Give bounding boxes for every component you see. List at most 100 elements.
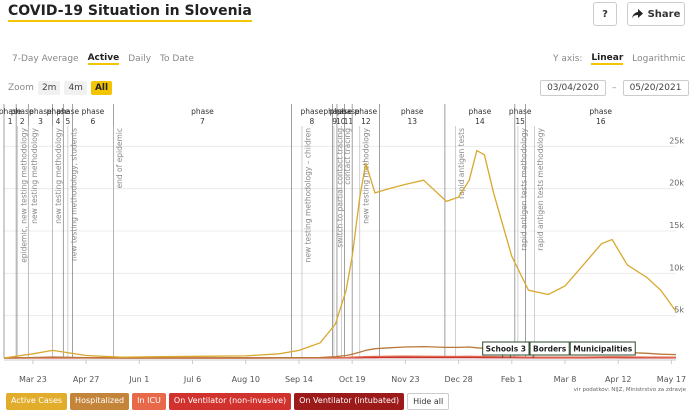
phase-number: 5	[65, 117, 70, 126]
legend: Active Cases Hospitalized In ICU On Ventila…	[6, 393, 450, 410]
date-from[interactable]: 03/04/2020	[540, 80, 606, 96]
phase-number: 9	[332, 117, 337, 126]
y-tick-label: 20k	[669, 179, 684, 188]
date-to[interactable]: 05/20/2021	[622, 80, 689, 96]
phase-number: 12	[361, 117, 371, 126]
x-tick-label: Apr 27	[73, 375, 100, 384]
event-label: rapid antigen tests	[457, 128, 466, 199]
tabs: 7-Day Average Active Daily To Date	[12, 53, 194, 65]
event-label: rapid antigen tests methodology	[536, 127, 545, 250]
phase-label: phase	[301, 107, 324, 116]
phase-label: phase	[0, 107, 22, 116]
phase-number: 11	[344, 117, 354, 126]
y-axis-toggle: Y axis: Linear Logarithmic	[553, 53, 686, 65]
y-tick-label: 25k	[669, 136, 684, 145]
tab[interactable]: To Date	[160, 54, 194, 64]
x-tick-label: May 17	[657, 375, 686, 384]
phase-number: 4	[56, 117, 61, 126]
phase-number: 8	[309, 117, 314, 126]
x-tick-label: Dec 28	[444, 375, 472, 384]
phase-number: 14	[475, 117, 485, 126]
phase-label: phase	[47, 107, 70, 116]
legend-button[interactable]: In ICU	[132, 393, 166, 410]
phase-label: phase	[401, 107, 424, 116]
legend-button[interactable]: Hospitalized	[70, 393, 130, 410]
annotation-box	[529, 341, 570, 356]
y-tick-label: 10k	[669, 263, 684, 272]
zoom-button[interactable]: 2m	[37, 81, 61, 95]
phase-number: 10	[336, 117, 346, 126]
x-tick-label: Sep 14	[285, 375, 313, 384]
phase-number: 6	[91, 117, 96, 126]
event-label: new testing methodology	[361, 127, 370, 223]
y-tick-label: 5k	[674, 306, 684, 315]
x-tick-label: Nov 23	[391, 375, 419, 384]
help-button[interactable]: ?	[593, 2, 617, 26]
phase-label: phase	[469, 107, 492, 116]
annotation: Municipalities	[532, 341, 636, 358]
phase-label: phase	[82, 107, 105, 116]
legend-button[interactable]: On Ventilator (intubated)	[294, 393, 405, 410]
x-tick-label: Aug 10	[232, 375, 260, 384]
y-scale-option[interactable]: Linear	[591, 53, 624, 65]
annotation: Borders	[509, 341, 570, 358]
x-tick-label: Jul 6	[183, 375, 201, 384]
phase-number: 7	[200, 117, 205, 126]
chart: 5k10k15k20k25kphase1phase2phase3phase4ph…	[0, 104, 687, 392]
phase-label: phase	[57, 107, 80, 116]
legend-button[interactable]: Active Cases	[6, 393, 68, 410]
annotation-label: Borders	[533, 345, 567, 354]
phase-label: phase	[509, 107, 532, 116]
event-label: end of epidemic	[115, 128, 124, 188]
source: vir podatkov: NIJZ, Ministrstvo za zdrav…	[574, 387, 687, 392]
x-tick-label: Feb 1	[501, 375, 523, 384]
event-label: epidemic, new testing methodology	[19, 127, 28, 262]
hide-all-button[interactable]: Hide all	[407, 393, 450, 410]
phase-number: 2	[20, 117, 25, 126]
zoom-label: Zoom	[8, 83, 34, 93]
phase-number: 1	[8, 117, 13, 126]
phase-label: phase	[11, 107, 34, 116]
zoom: Zoom 2m 4m All	[8, 81, 113, 95]
x-tick-label: Apr 12	[605, 375, 632, 384]
annotation-box	[482, 341, 530, 356]
x-tick-label: Mar 8	[554, 375, 577, 384]
y-tick-label: 15k	[669, 221, 684, 230]
phase-number: 15	[515, 117, 525, 126]
phase-label: phase	[337, 107, 360, 116]
phase-number: 16	[596, 117, 606, 126]
share-icon	[631, 9, 643, 19]
event-label: switch to partial contact tracing	[336, 128, 345, 248]
phase-label: phase	[191, 107, 214, 116]
phase-label: phase	[589, 107, 612, 116]
annotation-label: Municipalities	[573, 345, 633, 354]
event-label: contact tracing	[343, 128, 352, 185]
share-button[interactable]: Share	[627, 2, 685, 26]
series-line	[3, 149, 677, 359]
x-tick-label: Oct 19	[339, 375, 366, 384]
tab[interactable]: Daily	[128, 54, 152, 64]
phase-label: phase	[329, 107, 352, 116]
event-label: new testing methodology	[30, 127, 39, 223]
zoom-button[interactable]: All	[90, 81, 113, 95]
tab[interactable]: Active	[87, 53, 120, 65]
event-label: new testing methodology, students	[69, 128, 78, 261]
event-label: new testing methodology	[54, 127, 63, 223]
tab[interactable]: 7-Day Average	[12, 54, 79, 64]
y-scale-option[interactable]: Logarithmic	[632, 54, 686, 64]
page-title: COVID-19 Situation in Slovenia	[8, 3, 252, 22]
phase-label: phase	[29, 107, 52, 116]
date-range: 03/04/2020 – 05/20/2021	[540, 80, 689, 96]
event-label: new testing methodology – children	[304, 128, 313, 263]
share-label: Share	[647, 8, 681, 20]
x-tick-label: Jun 1	[128, 375, 149, 384]
phase-number: 3	[38, 117, 43, 126]
annotation-label: Schools 3	[486, 345, 526, 354]
phase-label: phase	[355, 107, 378, 116]
x-tick-label: Mar 23	[19, 375, 47, 384]
y-axis-label: Y axis:	[553, 54, 583, 64]
legend-button[interactable]: On Ventilator (non-invasive)	[168, 393, 292, 410]
annotation-box	[569, 341, 636, 356]
zoom-button[interactable]: 4m	[64, 81, 87, 95]
annotation: Schools 3	[482, 341, 530, 358]
